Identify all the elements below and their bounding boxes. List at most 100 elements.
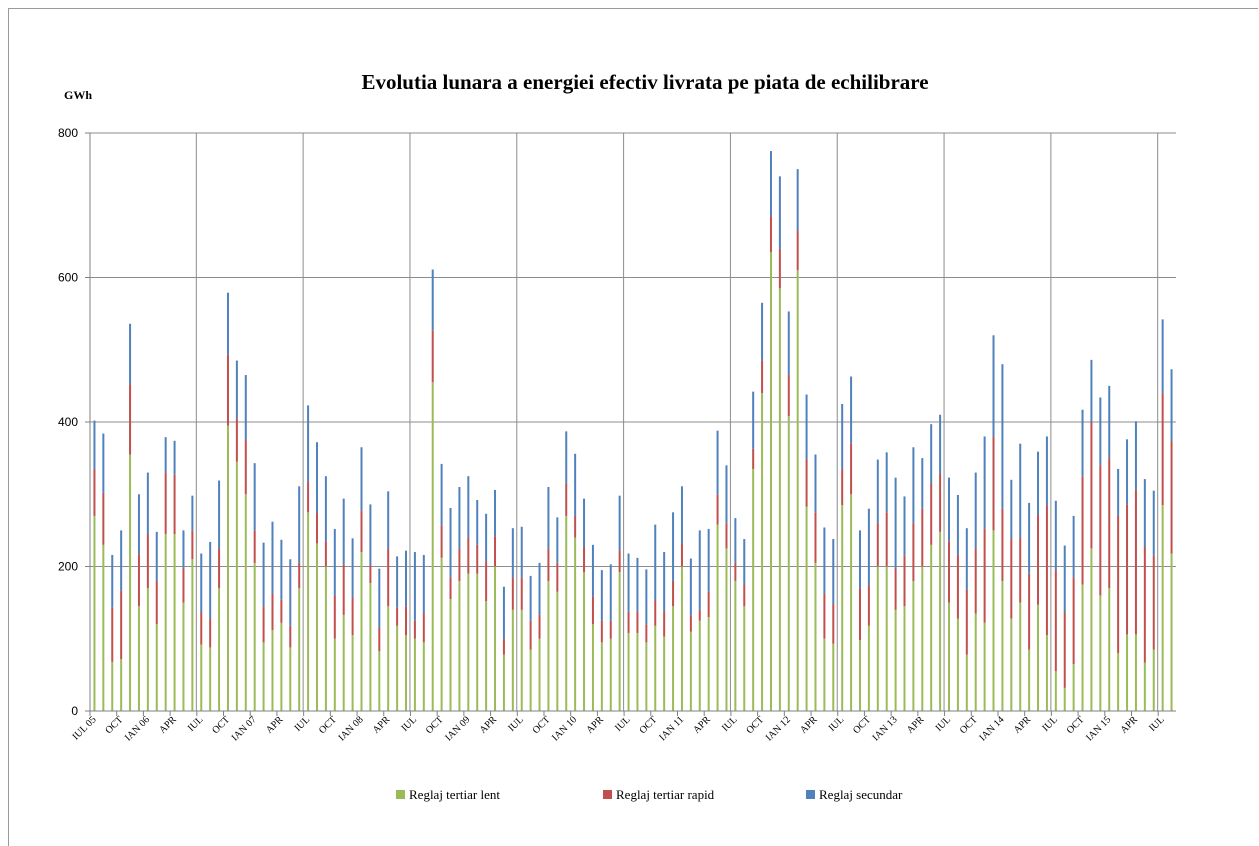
bar-segment-tertiar-lent: [992, 530, 995, 712]
bar-segment-tertiar-lent: [111, 661, 114, 711]
bar-segment-tertiar-lent: [787, 416, 790, 711]
bar-segment-secundar: [511, 528, 514, 578]
y-tick-labels: 0 200 400 600 800: [58, 126, 78, 718]
bar-segment-tertiar-rapid: [396, 607, 399, 626]
bar-segment-secundar: [787, 311, 790, 375]
bar-segment-secundar: [1108, 385, 1111, 459]
stacked-bars: [93, 151, 1173, 712]
legend: Reglaj tertiar lent Reglaj tertiar rapid…: [0, 787, 1259, 807]
bar-segment-secundar: [627, 553, 630, 612]
bar-segment-secundar: [672, 512, 675, 581]
bar-segment-tertiar-rapid: [476, 544, 479, 574]
x-tick-label: IUL: [399, 714, 419, 734]
bar-segment-tertiar-lent: [716, 524, 719, 711]
bar-segment-tertiar-lent: [298, 588, 301, 711]
bar-segment-secundar: [1170, 369, 1173, 442]
bar-segment-tertiar-rapid: [663, 611, 666, 637]
bar-segment-secundar: [1028, 502, 1031, 574]
bar-segment-secundar: [476, 500, 479, 545]
x-tick-label: OCT: [531, 714, 553, 736]
bar-segment-tertiar-rapid: [191, 530, 194, 560]
legend-swatch-secundar: [806, 790, 815, 799]
bar-segment-secundar: [841, 403, 844, 469]
bar-segment-tertiar-lent: [387, 606, 390, 711]
bar-segment-tertiar-lent: [734, 580, 737, 711]
bar-segment-tertiar-rapid: [983, 528, 986, 623]
bar-segment-tertiar-rapid: [1170, 441, 1173, 554]
bar-segment-tertiar-lent: [680, 566, 683, 711]
bar-segment-tertiar-lent: [1037, 604, 1040, 711]
bar-segment-tertiar-lent: [556, 591, 559, 711]
bar-segment-secundar: [930, 424, 933, 484]
bar-segment-tertiar-rapid: [921, 508, 924, 567]
bar-segment-secundar: [814, 454, 817, 513]
bar-segment-tertiar-rapid: [1063, 612, 1066, 688]
bar-segment-tertiar-rapid: [1072, 577, 1075, 665]
bar-segment-tertiar-rapid: [974, 548, 977, 614]
bar-segment-secundar: [209, 541, 212, 619]
bar-segment-tertiar-lent: [209, 647, 212, 711]
bar-segment-tertiar-lent: [823, 638, 826, 711]
bar-segment-secundar: [1001, 364, 1004, 509]
bar-segment-tertiar-rapid: [903, 555, 906, 607]
bar-segment-tertiar-rapid: [858, 588, 861, 641]
bar-segment-tertiar-lent: [520, 609, 523, 711]
bar-segment-tertiar-rapid: [449, 577, 452, 600]
bar-segment-secundar: [663, 552, 666, 612]
bar-segment-tertiar-rapid: [752, 448, 755, 469]
bar-segment-tertiar-rapid: [1143, 546, 1146, 663]
bar-segment-tertiar-rapid: [885, 512, 888, 567]
x-tick-label: APR: [157, 714, 179, 736]
bar-segment-tertiar-lent: [850, 494, 853, 711]
x-tick-label: IUL 05: [70, 714, 98, 742]
bar-segment-tertiar-lent: [182, 602, 185, 712]
bar-segment-tertiar-rapid: [280, 599, 283, 623]
bar-segment-secundar: [743, 539, 746, 585]
bar-segment-tertiar-rapid: [823, 593, 826, 639]
bar-segment-tertiar-lent: [280, 622, 283, 711]
legend-swatch-tertiar-rapid: [603, 790, 612, 799]
bar-segment-secundar: [360, 447, 363, 511]
bar-segment-secundar: [253, 463, 256, 531]
bar-segment-tertiar-rapid: [538, 614, 541, 639]
x-tick-label: IAN 11: [657, 714, 686, 743]
bar-segment-tertiar-lent: [832, 643, 835, 711]
bar-segment-tertiar-lent: [360, 552, 363, 711]
bar-segment-tertiar-rapid: [698, 609, 701, 621]
bar-segment-tertiar-lent: [769, 252, 772, 711]
bar-segment-tertiar-rapid: [867, 586, 870, 626]
x-tick-label: APR: [1012, 714, 1034, 736]
bar-segment-secundar: [396, 556, 399, 608]
bar-segment-secundar: [235, 360, 238, 419]
bar-segment-secundar: [342, 498, 345, 565]
bar-segment-tertiar-lent: [814, 562, 817, 711]
bar-segment-tertiar-rapid: [235, 418, 238, 462]
bar-segment-tertiar-rapid: [333, 595, 336, 639]
x-tick-label: APR: [798, 714, 820, 736]
legend-label-tertiar-rapid: Reglaj tertiar rapid: [616, 787, 715, 802]
bar-segment-tertiar-rapid: [876, 523, 879, 567]
bar-segment-tertiar-rapid: [769, 216, 772, 253]
bar-segment-tertiar-lent: [1028, 649, 1031, 711]
bar-segment-tertiar-rapid: [707, 591, 710, 618]
bar-segment-tertiar-rapid: [956, 554, 959, 619]
bar-segment-secundar: [1090, 359, 1093, 422]
bar-segment-secundar: [796, 169, 799, 231]
bar-segment-secundar: [440, 463, 443, 526]
bar-segment-tertiar-lent: [235, 461, 238, 711]
bar-segment-tertiar-lent: [102, 544, 105, 711]
bar-segment-tertiar-lent: [841, 505, 844, 711]
bar-segment-tertiar-lent: [591, 624, 594, 711]
bar-segment-tertiar-lent: [583, 572, 586, 711]
bar-segment-secundar: [547, 487, 550, 549]
bar-segment-tertiar-lent: [645, 642, 648, 711]
y-tick-label: 0: [71, 704, 78, 718]
bar-segment-secundar: [458, 487, 461, 549]
x-tick-label: IAN 13: [871, 714, 900, 743]
bar-segment-tertiar-rapid: [289, 625, 292, 648]
bar-segment-tertiar-rapid: [832, 604, 835, 644]
x-tick-label: APR: [478, 714, 500, 736]
bar-segment-tertiar-rapid: [636, 611, 639, 633]
bar-segment-secundar: [948, 477, 951, 542]
